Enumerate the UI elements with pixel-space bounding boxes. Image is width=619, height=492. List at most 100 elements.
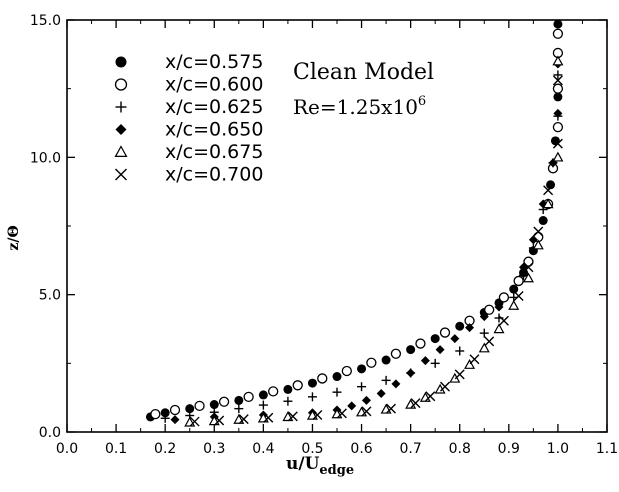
x-axis-title-main: u/U (286, 454, 320, 474)
data-point (238, 414, 249, 425)
annotation-reynolds: Re=1.25x106 (293, 94, 426, 119)
series-x/c=0.700 (189, 75, 563, 427)
data-point (464, 358, 476, 369)
data-point (552, 138, 563, 149)
data-point (292, 380, 303, 391)
data-point (532, 239, 544, 250)
y-tick-label: 0.0 (39, 425, 61, 441)
x-tick-label: 0.2 (154, 441, 176, 457)
data-point (542, 198, 554, 209)
data-point (258, 390, 268, 400)
data-point (484, 336, 495, 347)
legend-label: x/c=0.700 (165, 164, 263, 186)
data-point (218, 396, 230, 407)
x-tick-label: 0.0 (56, 441, 78, 457)
data-point (415, 338, 426, 349)
legend-label: x/c=0.600 (165, 74, 263, 96)
data-point (439, 327, 451, 338)
data-point (553, 92, 563, 102)
series-x/c=0.675 (184, 55, 564, 427)
reynolds-exponent: 6 (418, 94, 426, 109)
reynolds-base: Re=1.25x10 (293, 95, 418, 119)
data-point (169, 404, 181, 416)
data-point (381, 355, 391, 365)
data-point (160, 408, 170, 418)
data-point (189, 416, 200, 427)
data-point (332, 372, 342, 382)
series-x/c=0.600 (150, 28, 564, 420)
data-point (312, 409, 323, 420)
data-point (390, 348, 402, 359)
data-point (361, 406, 372, 417)
data-point (454, 369, 465, 380)
data-point (234, 395, 244, 405)
data-point (283, 384, 293, 394)
data-point (494, 302, 504, 312)
data-point (170, 415, 180, 425)
data-point (509, 284, 519, 294)
data-point (449, 372, 461, 383)
data-point (469, 354, 480, 365)
data-point (552, 28, 564, 39)
data-point (386, 403, 396, 414)
legend-label: x/c=0.575 (165, 51, 263, 73)
x-tick-label: 0.1 (105, 441, 127, 457)
data-point (455, 346, 465, 356)
data-point (484, 304, 495, 315)
legend-marker (115, 56, 127, 68)
data-point (214, 415, 225, 426)
y-axis-title: z/Θ (6, 225, 22, 250)
axis-ticks: 0.0 0.1 0.2 0.3 0.4 0.5 0.6 0.7 0.8 0.9 1.0 1.1 0.0 5… (30, 13, 618, 457)
data-point (317, 373, 328, 384)
data-point (522, 272, 534, 283)
data-point (450, 334, 460, 344)
data-point (357, 382, 367, 392)
data-point (268, 386, 279, 397)
data-point (523, 262, 534, 273)
data-point (455, 321, 465, 331)
legend-label: x/c=0.650 (165, 119, 263, 141)
legend-marker (115, 124, 127, 135)
data-point (508, 299, 520, 310)
data-point (546, 180, 556, 190)
data-point (234, 404, 244, 414)
data-point (150, 408, 161, 420)
data-point (523, 256, 534, 267)
x-tick-label: 0.4 (252, 441, 274, 457)
data-point (479, 312, 489, 322)
data-point (420, 356, 430, 366)
data-point (465, 323, 475, 333)
data-point (513, 291, 524, 302)
x-tick-label: 0.3 (203, 441, 225, 457)
data-point (406, 345, 416, 355)
data-point (194, 400, 205, 412)
data-point (406, 368, 416, 378)
data-point (425, 391, 436, 402)
data-point (479, 328, 489, 338)
data-point (498, 315, 509, 326)
data-point (552, 55, 564, 66)
data-point (307, 392, 317, 402)
data-point (258, 400, 268, 410)
data-point (336, 408, 347, 419)
data-point (552, 75, 563, 86)
data-point (332, 387, 342, 397)
y-tick-label: 10.0 (30, 150, 61, 166)
data-marks (145, 19, 564, 427)
data-point (553, 108, 563, 118)
data-point (263, 412, 274, 423)
x-tick-label: 0.6 (350, 441, 372, 457)
y-tick-label: 5.0 (39, 288, 61, 304)
data-point (209, 400, 219, 410)
data-point (538, 216, 548, 226)
x-tick-label: 0.8 (449, 441, 471, 457)
x-tick-label: 0.7 (400, 441, 422, 457)
data-point (553, 19, 563, 29)
data-point (341, 365, 352, 377)
legend-label: x/c=0.625 (165, 96, 263, 118)
x-tick-label: 0.5 (301, 441, 323, 457)
x-axis-title-sub: edge (319, 463, 354, 478)
data-point (528, 235, 538, 245)
